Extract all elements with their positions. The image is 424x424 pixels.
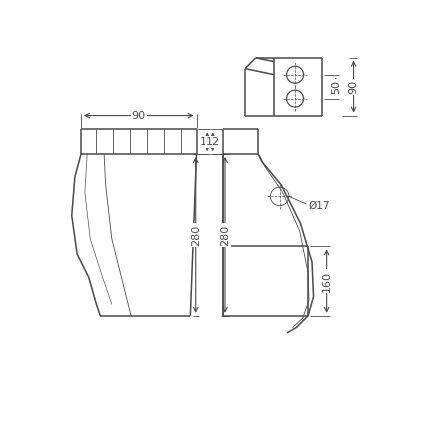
Text: 12: 12 [206, 137, 220, 147]
Text: 90: 90 [349, 80, 359, 94]
Text: 90: 90 [132, 111, 146, 120]
Text: 280: 280 [191, 224, 201, 245]
Text: 50: 50 [331, 80, 341, 94]
Text: Ø17: Ø17 [308, 201, 329, 211]
Text: 12: 12 [200, 137, 215, 147]
Text: 280: 280 [220, 224, 230, 245]
Text: 160: 160 [322, 271, 332, 292]
